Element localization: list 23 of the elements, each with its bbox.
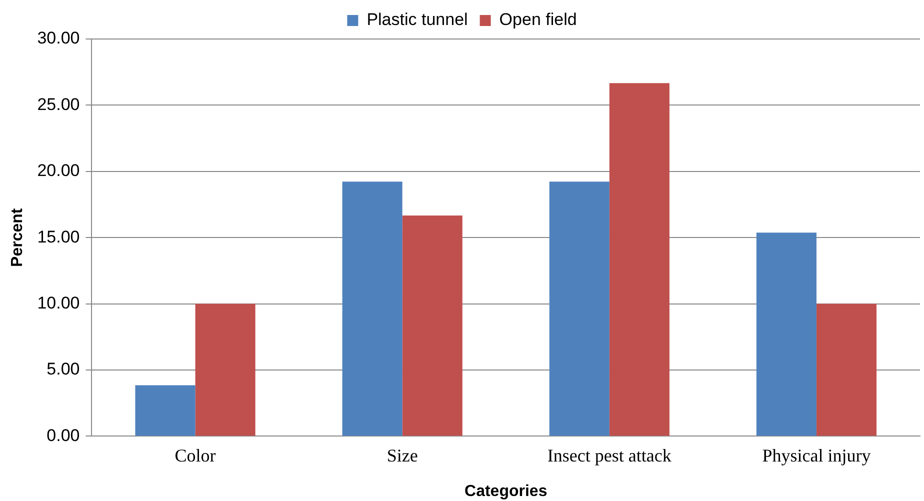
x-tick-label: Physical injury	[762, 446, 871, 466]
x-tick-label: Color	[174, 446, 216, 466]
x-tick-label: Size	[386, 446, 418, 466]
bar	[756, 232, 816, 436]
bar	[342, 182, 402, 436]
bar	[816, 304, 877, 436]
y-tick-label: 30.00	[37, 28, 80, 48]
y-tick-label: 0.00	[46, 426, 80, 445]
y-tick-label: 5.00	[46, 360, 80, 379]
y-tick-label: 25.00	[37, 94, 80, 114]
bar	[549, 182, 610, 436]
bar	[195, 304, 256, 436]
y-tick-label: 15.00	[37, 227, 80, 246]
legend-label: Open field	[499, 10, 577, 30]
y-axis-title: Percent	[9, 208, 26, 267]
legend-label: Plastic tunnel	[366, 10, 468, 30]
y-tick-label: 10.00	[37, 293, 80, 312]
bar	[402, 215, 462, 436]
y-tick-label: 20.00	[37, 161, 80, 180]
bar	[135, 385, 196, 436]
x-tick-label: Insect pest attack	[547, 446, 672, 466]
x-axis-title: Categories	[464, 482, 548, 500]
bar	[609, 83, 670, 436]
